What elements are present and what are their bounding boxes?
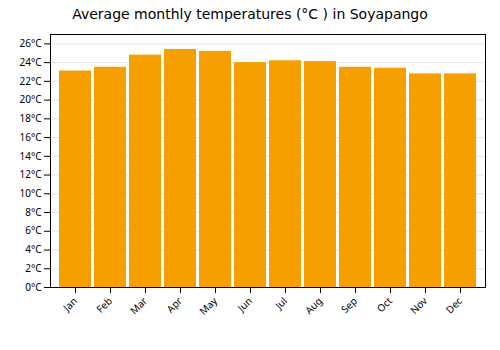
- svg-text:Dec: Dec: [442, 294, 465, 317]
- svg-text:Sep: Sep: [338, 294, 360, 316]
- svg-text:4°C: 4°C: [25, 242, 42, 256]
- svg-text:Feb: Feb: [93, 294, 115, 316]
- svg-text:0°C: 0°C: [25, 280, 42, 294]
- svg-text:Aug: Aug: [302, 294, 325, 317]
- svg-text:8°C: 8°C: [25, 205, 42, 219]
- svg-text:Mar: Mar: [127, 294, 150, 317]
- svg-text:2°C: 2°C: [25, 261, 42, 275]
- svg-text:24°C: 24°C: [19, 55, 42, 69]
- svg-text:20°C: 20°C: [19, 92, 42, 106]
- svg-text:16°C: 16°C: [19, 130, 42, 144]
- svg-text:Apr: Apr: [163, 294, 185, 316]
- svg-text:26°C: 26°C: [19, 36, 42, 50]
- svg-text:Jun: Jun: [234, 294, 255, 315]
- svg-text:Jul: Jul: [271, 294, 290, 313]
- svg-text:Jan: Jan: [59, 294, 80, 315]
- svg-text:Nov: Nov: [407, 293, 431, 317]
- svg-text:May: May: [196, 293, 221, 318]
- svg-text:22°C: 22°C: [19, 74, 42, 88]
- svg-text:10°C: 10°C: [19, 186, 42, 200]
- svg-text:6°C: 6°C: [25, 223, 42, 237]
- svg-text:14°C: 14°C: [19, 149, 42, 163]
- svg-text:18°C: 18°C: [19, 111, 42, 125]
- svg-text:Oct: Oct: [374, 294, 396, 316]
- svg-text:12°C: 12°C: [19, 167, 42, 181]
- html-text:Average monthly temperatures (: Average monthly temperatures (°C ) in So…: [72, 6, 428, 22]
